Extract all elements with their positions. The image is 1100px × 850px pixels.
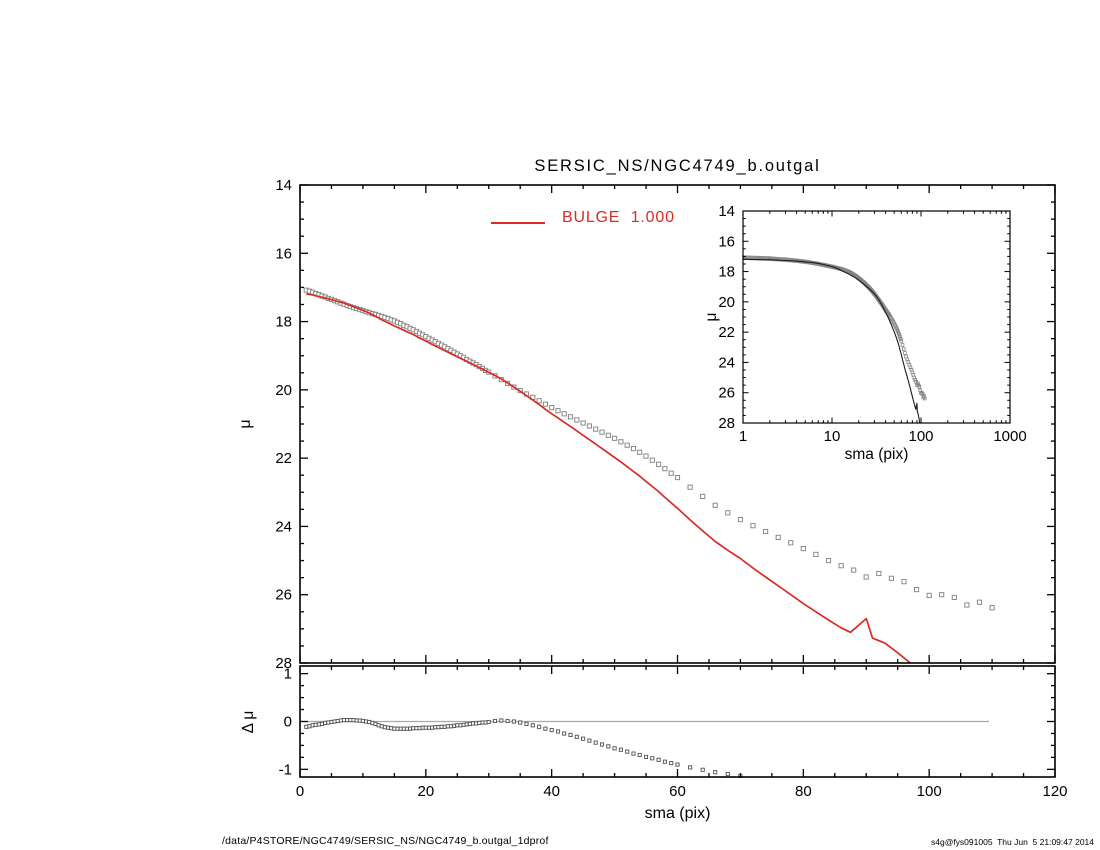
page-title: SERSIC_NS/NGC4749_b.outgal bbox=[534, 157, 821, 175]
bulge_model-line bbox=[306, 293, 911, 664]
inset-ytick-label: 14 bbox=[718, 203, 735, 220]
residual-xtick-label: 40 bbox=[543, 783, 560, 800]
main-ytick-label: 18 bbox=[275, 314, 292, 331]
main-ytick-label: 22 bbox=[275, 450, 292, 467]
main-panel: 14 16 18 20 22 24 26 28 bbox=[275, 177, 1056, 672]
inset-ticks bbox=[742, 210, 1011, 424]
main-ytick-label: 28 bbox=[275, 655, 292, 672]
inset-frame bbox=[742, 210, 1011, 424]
inset-xtick-label: 1000 bbox=[993, 428, 1026, 445]
run-user-timestamp: s4g@fys091005 Thu Jun 5 21:09:47 2014 bbox=[930, 837, 1094, 847]
main-ytick-label: 16 bbox=[275, 245, 292, 262]
main-ytick-label: 24 bbox=[275, 518, 292, 535]
inset-xtick-label: 1 bbox=[739, 428, 747, 445]
main-frame bbox=[299, 184, 1056, 664]
inset-y-axis-title: μ bbox=[703, 312, 720, 322]
x-axis-title: sma (pix) bbox=[644, 805, 711, 822]
residual-y-axis-title: Δ μ bbox=[240, 710, 257, 734]
legend-model-line-sample bbox=[491, 222, 545, 224]
inset-ytick-label: 28 bbox=[718, 415, 735, 432]
inset-ytick-label: 22 bbox=[718, 324, 735, 341]
inset-ytick-label: 20 bbox=[718, 294, 735, 311]
bulge_model-line bbox=[742, 258, 921, 424]
main-y-axis-title: μ bbox=[237, 419, 254, 429]
output-file-path: /data/P4STORE/NGC4749/SERSIC_NS/NGC4749_… bbox=[222, 835, 549, 847]
residual-xtick-label: 20 bbox=[417, 783, 434, 800]
main-ytick-label: 14 bbox=[275, 177, 292, 194]
residual-ytick-label: -1 bbox=[279, 761, 292, 778]
main-ticks bbox=[299, 184, 1056, 664]
residual-ticks bbox=[299, 666, 1056, 777]
main-ytick-label: 26 bbox=[275, 587, 292, 604]
inset-xtick-label: 10 bbox=[824, 428, 841, 445]
observed-points bbox=[742, 255, 927, 401]
residual-xtick-label: 60 bbox=[669, 783, 686, 800]
residual-xtick-label: 80 bbox=[795, 783, 812, 800]
inset-ytick-label: 24 bbox=[718, 354, 735, 371]
observed-points bbox=[303, 287, 995, 611]
residual-xtick-label: 120 bbox=[1042, 783, 1067, 800]
residual-ytick-label: 0 bbox=[284, 714, 292, 731]
inset-ytick-label: 16 bbox=[718, 233, 735, 250]
residual-xtick-label: 0 bbox=[296, 783, 304, 800]
inset-xtick-label: 100 bbox=[908, 428, 933, 445]
inset-x-axis-title: sma (pix) bbox=[844, 446, 909, 463]
inset-ytick-label: 26 bbox=[718, 385, 735, 402]
residual-points bbox=[304, 718, 743, 778]
legend-model-label: BULGE 1.000 bbox=[562, 209, 675, 226]
residual-xtick-label: 100 bbox=[917, 783, 942, 800]
inset-ytick-label: 18 bbox=[718, 264, 735, 281]
residual-ytick-label: 1 bbox=[284, 666, 292, 683]
main-ytick-label: 20 bbox=[275, 382, 292, 399]
inset-panel: 14 16 18 20 22 24 26 281 10 100 1000 bbox=[718, 203, 1026, 445]
